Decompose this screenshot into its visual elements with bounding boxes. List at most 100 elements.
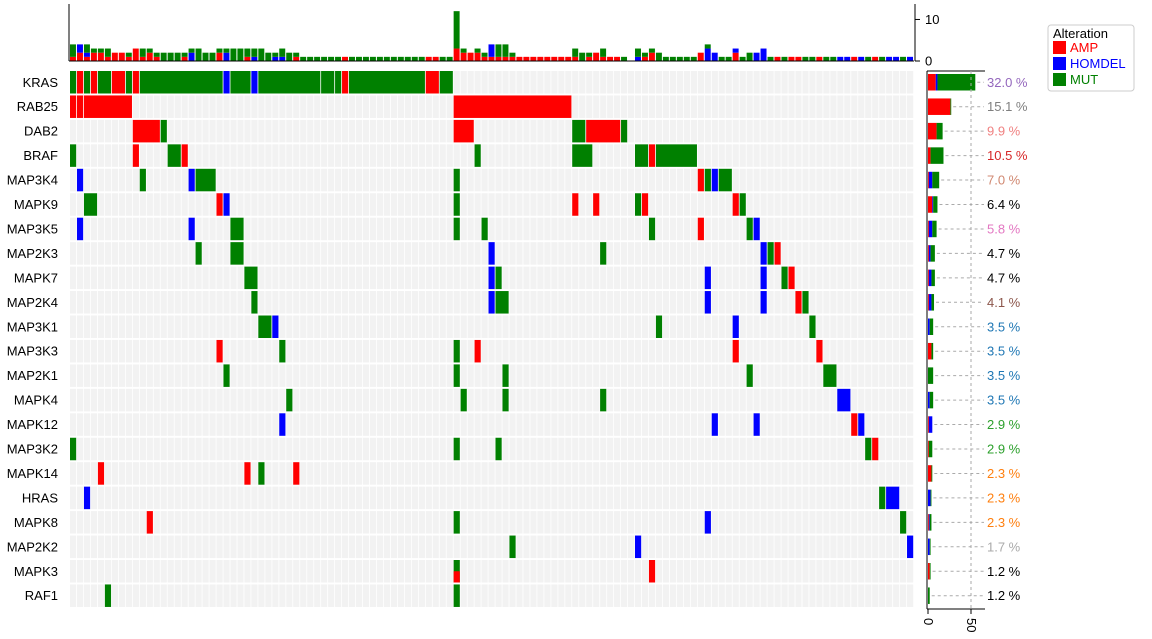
grid-cell [335,462,342,485]
grid-cell [397,95,405,118]
grid-cell [446,266,453,290]
sample-bar-homdel [279,56,286,61]
grid-cell [300,364,307,387]
grid-cell [767,560,774,583]
grid-cell [167,437,174,461]
grid-cell [265,193,272,216]
grid-cell [390,560,398,583]
grid-cell [293,339,300,363]
grid-cell [369,168,377,192]
grid-cell [732,560,739,583]
grid-cell [544,217,551,241]
grid-cell [900,144,907,167]
sample-bar-mut [655,52,662,61]
grid-cell [188,315,195,338]
grid-cell [851,511,858,534]
grid-cell [621,242,628,265]
grid-cell [509,388,516,412]
alteration-amp [697,217,704,241]
grid-cell [886,217,893,241]
grid-cell [558,168,565,192]
grid-cell [607,144,614,167]
grid-cell [753,168,760,192]
grid-cell [900,486,907,510]
grid-cell [579,535,586,559]
sample-bar-mut [411,56,418,61]
grid-cell [376,339,384,363]
alteration-homdel [760,242,767,265]
grid-cell [230,388,237,412]
grid-cell [739,437,746,461]
grid-cell [390,535,398,559]
grid-cell [362,95,370,118]
grid-cell [683,437,690,461]
grid-cell [865,144,872,167]
grid-cell [439,168,446,192]
grid-cell [230,119,237,143]
grid-cell [174,535,181,559]
grid-cell [188,364,195,387]
grid-cell [495,462,502,485]
grid-cell [586,462,593,485]
grid-cell [523,144,530,167]
grid-cell [167,535,174,559]
grid-cell [111,193,119,216]
grid-cell [70,560,77,583]
grid-cell [272,193,279,216]
grid-cell [335,364,342,387]
grid-cell [279,168,286,192]
grid-cell [621,95,628,118]
grid-cell [634,217,642,241]
grid-cell [858,95,865,118]
grid-cell [676,291,684,314]
sample-bar-homdel [837,56,844,61]
grid-cell [97,584,105,607]
grid-cell [565,71,572,94]
grid-cell [411,315,418,338]
grid-cell [411,535,418,559]
grid-cell [704,339,711,363]
grid-cell [355,339,363,363]
grid-cell [844,584,851,607]
grid-cell [383,511,391,534]
grid-cell [530,217,537,241]
grid-cell [579,95,586,118]
grid-cell [614,71,621,94]
grid-cell [188,388,195,412]
grid-cell [488,71,495,94]
grid-cell [516,511,523,534]
sample-bar-mut [335,56,342,61]
grid-cell [579,266,586,290]
gene-bar-amp [928,563,930,580]
grid-cell [181,95,188,118]
grid-cell [767,486,774,510]
grid-cell [551,437,558,461]
grid-cell [865,291,872,314]
grid-cell [125,339,132,363]
grid-cell [460,535,467,559]
percent-label: 10.5 % [987,148,1028,163]
grid-cell [711,242,718,265]
grid-cell [900,95,907,118]
grid-cell [872,462,879,485]
right-axis-tick-label: 50 [964,618,979,632]
grid-cell [397,486,405,510]
grid-cell [467,511,474,534]
grid-cell [390,168,398,192]
grid-cell [397,193,405,216]
grid-cell [809,584,816,607]
grid-cell [70,584,77,607]
grid-cell [662,95,670,118]
grid-cell [460,315,467,338]
grid-cell [251,217,258,241]
grid-cell [90,511,98,534]
grid-cell [907,168,914,192]
sample-bar-mut [286,52,293,61]
grid-cell [97,339,105,363]
grid-cell [279,560,286,583]
grid-cell [432,413,439,436]
grid-cell [865,462,872,485]
grid-cell [230,560,237,583]
grid-cell [816,413,823,436]
grid-cell [439,95,446,118]
